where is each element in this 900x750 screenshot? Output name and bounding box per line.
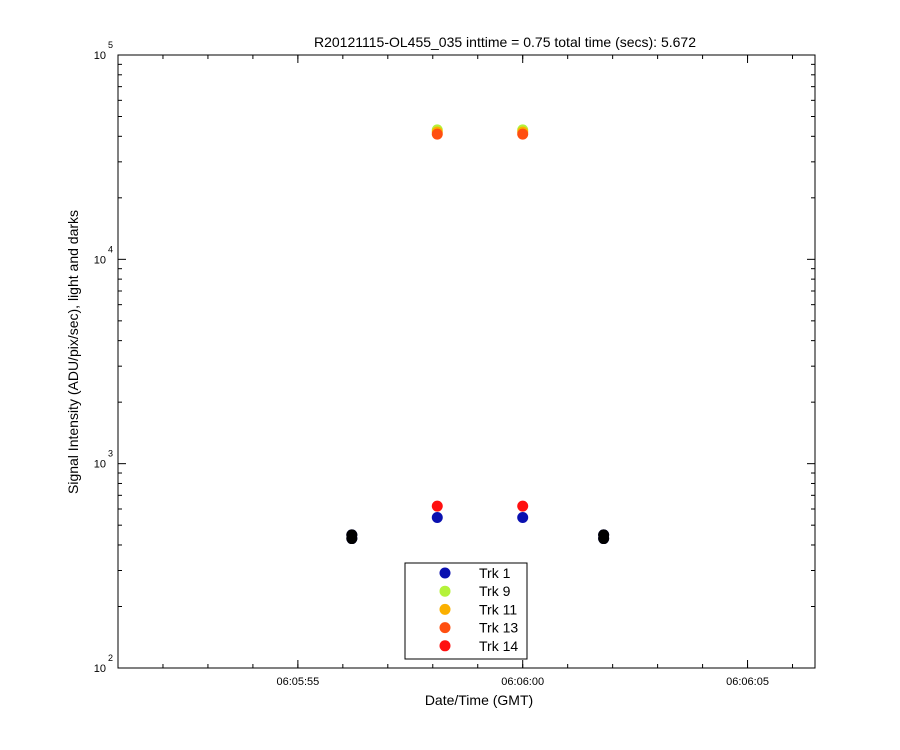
- y-tick-label: 10: [94, 254, 106, 266]
- x-axis-label: Date/Time (GMT): [425, 692, 533, 708]
- y-tick-exponent: 4: [108, 244, 113, 254]
- y-tick-label: 10: [94, 459, 106, 471]
- legend-box: [404, 562, 528, 660]
- data-point: [431, 512, 443, 524]
- legend-label: Trk 13: [479, 620, 518, 636]
- x-axis: 06:05:55 06:06:00 06:06:05: [117, 55, 794, 688]
- legend-marker: [439, 640, 451, 652]
- y-tick-label: 10: [94, 663, 106, 675]
- legend-label: Trk 11: [479, 601, 517, 617]
- data-point: [431, 500, 443, 512]
- data-point: [517, 128, 529, 140]
- y-tick-exponent: 2: [108, 653, 113, 663]
- legend-marker: [439, 622, 451, 634]
- x-tick-label: 06:06:05: [726, 676, 769, 688]
- x-tick-label: 06:06:00: [501, 676, 544, 688]
- legend-marker: [439, 585, 451, 597]
- data-points: [346, 124, 610, 545]
- y-tick-label: 10: [94, 50, 106, 62]
- legend-label: Trk 14: [479, 638, 518, 654]
- y-axis-label: Signal Intensity (ADU/pix/sec), light an…: [65, 210, 81, 494]
- legend-label: Trk 9: [479, 583, 511, 599]
- legend-marker: [439, 567, 451, 579]
- y-tick-exponent: 5: [108, 40, 113, 50]
- data-point: [431, 128, 443, 140]
- legend-label: Trk 1: [479, 565, 511, 581]
- legend: Trk 1 Trk 9 Trk 11 Trk 13 Trk 14: [404, 562, 528, 660]
- y-tick-exponent: 3: [108, 449, 113, 459]
- dark-data-point: [346, 529, 358, 541]
- dark-data-point: [598, 529, 610, 541]
- data-point: [517, 500, 529, 512]
- chart-title: R20121115-OL455_035 inttime = 0.75 total…: [314, 34, 696, 50]
- legend-marker: [439, 603, 451, 615]
- x-tick-label: 06:05:55: [276, 676, 319, 688]
- data-point: [517, 512, 529, 524]
